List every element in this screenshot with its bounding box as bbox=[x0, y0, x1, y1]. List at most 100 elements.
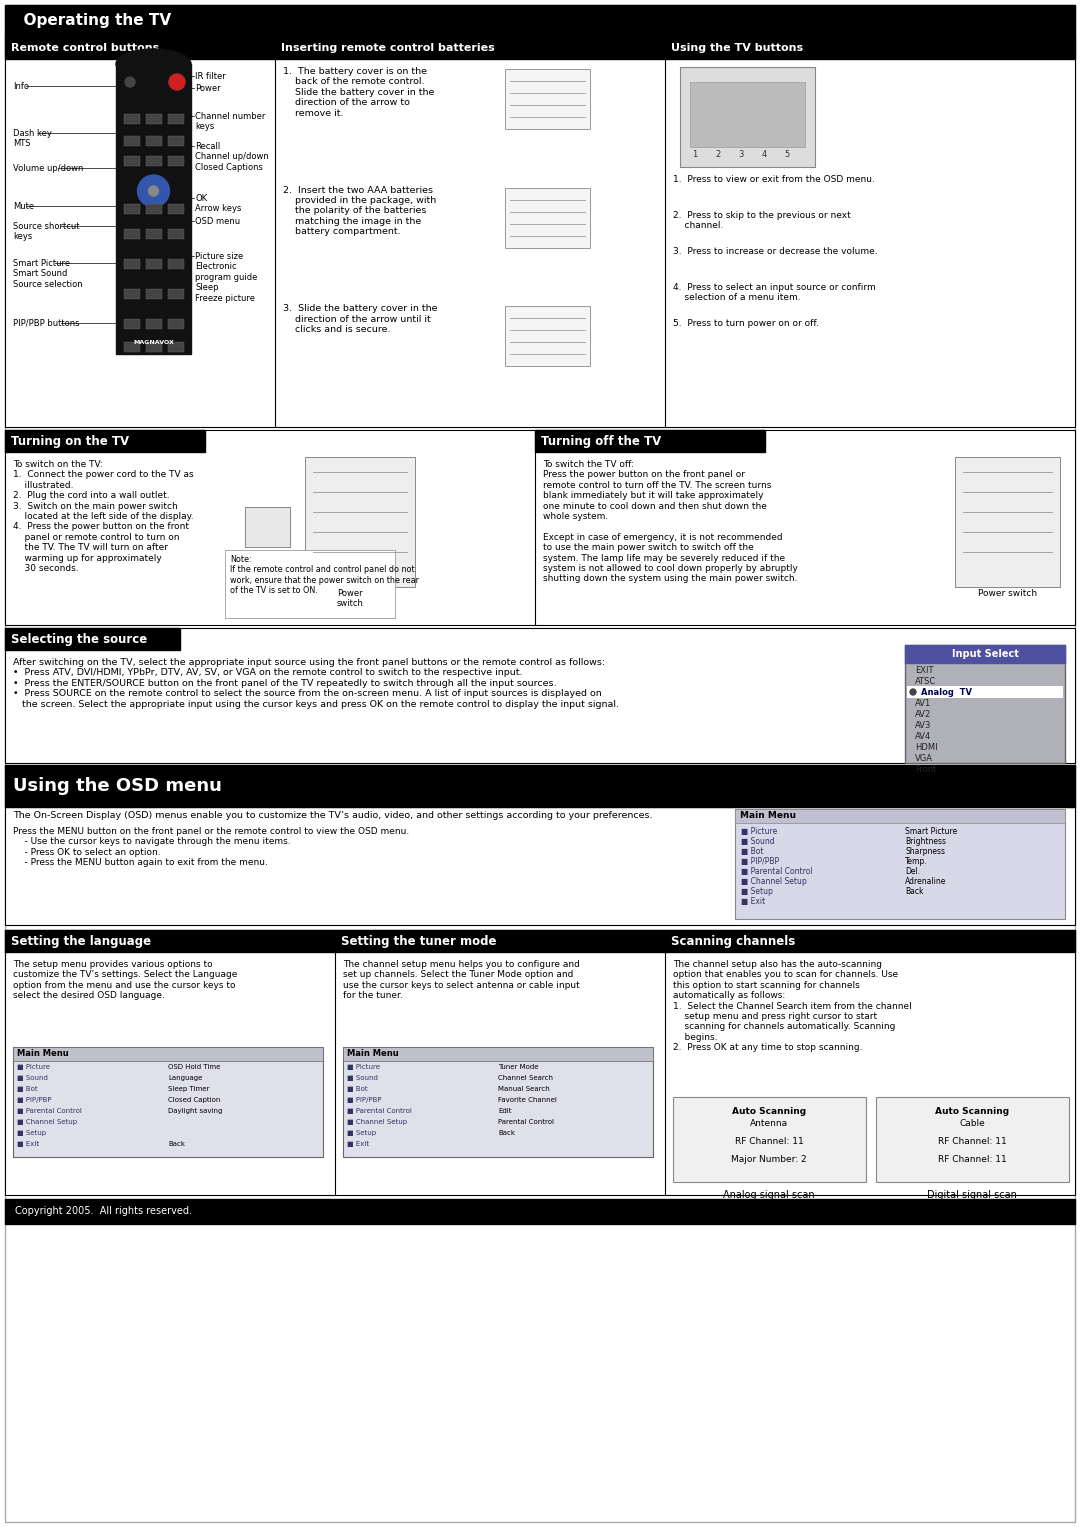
Text: 2.  Insert the two AAA batteries
    provided in the package, with
    the polar: 2. Insert the two AAA batteries provided… bbox=[283, 186, 436, 237]
Circle shape bbox=[149, 186, 159, 195]
Bar bbox=[146, 115, 162, 124]
Bar bbox=[665, 930, 1075, 951]
Text: ■ Sound: ■ Sound bbox=[347, 1075, 378, 1081]
Text: AV1: AV1 bbox=[915, 699, 931, 709]
Text: Using the TV buttons: Using the TV buttons bbox=[671, 43, 804, 53]
Bar bbox=[535, 431, 765, 452]
Text: Channel Search: Channel Search bbox=[498, 1075, 553, 1081]
Text: 3.  Press to increase or decrease the volume.: 3. Press to increase or decrease the vol… bbox=[673, 247, 878, 257]
Bar bbox=[124, 115, 140, 124]
Text: Power switch: Power switch bbox=[977, 589, 1037, 599]
Bar bbox=[5, 930, 1075, 1196]
Bar bbox=[5, 806, 1075, 925]
Text: Scanning channels: Scanning channels bbox=[671, 935, 795, 947]
Bar bbox=[5, 930, 335, 951]
Bar bbox=[245, 507, 291, 547]
Text: Volume up/down: Volume up/down bbox=[13, 163, 83, 173]
Bar bbox=[955, 457, 1059, 586]
Bar bbox=[5, 628, 1075, 764]
Bar bbox=[124, 205, 140, 214]
Bar bbox=[168, 156, 184, 166]
Text: Mute: Mute bbox=[13, 202, 35, 211]
Text: ■ Sound: ■ Sound bbox=[741, 837, 774, 846]
Text: Turning on the TV: Turning on the TV bbox=[11, 435, 130, 447]
Text: Turning off the TV: Turning off the TV bbox=[541, 435, 661, 447]
Bar bbox=[905, 644, 1065, 764]
Bar bbox=[13, 1048, 323, 1061]
Text: MAGNAVOX: MAGNAVOX bbox=[133, 339, 174, 345]
Text: OK
Arrow keys: OK Arrow keys bbox=[195, 194, 241, 214]
Text: AV4: AV4 bbox=[915, 731, 931, 741]
Bar bbox=[5, 37, 275, 60]
Text: ■ Exit: ■ Exit bbox=[17, 1141, 39, 1147]
Text: Picture size
Electronic
program guide
Sleep
Freeze picture: Picture size Electronic program guide Sl… bbox=[195, 252, 257, 302]
Bar bbox=[505, 307, 590, 366]
Text: Brightness: Brightness bbox=[905, 837, 946, 846]
Bar bbox=[124, 136, 140, 147]
Bar bbox=[665, 37, 1075, 60]
Bar bbox=[305, 457, 415, 586]
Text: 3.  Slide the battery cover in the
    direction of the arrow until it
    click: 3. Slide the battery cover in the direct… bbox=[283, 304, 437, 334]
Text: After switching on the TV, select the appropriate input source using the front p: After switching on the TV, select the ap… bbox=[13, 658, 619, 709]
Text: ■ PIP/PBP: ■ PIP/PBP bbox=[17, 1096, 52, 1102]
Text: AV2: AV2 bbox=[915, 710, 931, 719]
Bar bbox=[225, 550, 395, 618]
Text: OSD Hold Time: OSD Hold Time bbox=[168, 1064, 220, 1070]
Bar bbox=[680, 67, 815, 166]
Text: Inserting remote control batteries: Inserting remote control batteries bbox=[281, 43, 495, 53]
Bar bbox=[168, 136, 184, 147]
Text: ■ Bot: ■ Bot bbox=[17, 1086, 38, 1092]
Bar bbox=[335, 930, 665, 951]
Ellipse shape bbox=[116, 49, 191, 79]
Text: Daylight saving: Daylight saving bbox=[168, 1109, 222, 1115]
Bar bbox=[124, 229, 140, 240]
Text: Back: Back bbox=[168, 1141, 185, 1147]
Text: Source shortcut
keys: Source shortcut keys bbox=[13, 221, 80, 241]
Bar bbox=[343, 1048, 653, 1157]
Bar bbox=[116, 64, 191, 354]
Text: Using the OSD menu: Using the OSD menu bbox=[13, 777, 221, 796]
Bar bbox=[5, 37, 1075, 428]
Bar bbox=[146, 229, 162, 240]
Text: 1: 1 bbox=[692, 150, 698, 159]
Text: Back: Back bbox=[498, 1130, 515, 1136]
Text: ■ Setup: ■ Setup bbox=[741, 887, 773, 896]
Text: Edit: Edit bbox=[498, 1109, 512, 1115]
Text: Analog  TV: Analog TV bbox=[921, 689, 972, 696]
Text: The channel setup also has the auto-scanning
option that enables you to scan for: The channel setup also has the auto-scan… bbox=[673, 960, 912, 1052]
Text: The channel setup menu helps you to configure and
set up channels. Select the Tu: The channel setup menu helps you to conf… bbox=[343, 960, 580, 1000]
Text: Sharpness: Sharpness bbox=[905, 847, 945, 857]
Text: Power: Power bbox=[195, 84, 220, 93]
Text: Press the MENU button on the front panel or the remote control to view the OSD m: Press the MENU button on the front panel… bbox=[13, 828, 409, 867]
Bar bbox=[124, 319, 140, 328]
Bar bbox=[168, 115, 184, 124]
Bar bbox=[124, 289, 140, 299]
Text: ■ Picture: ■ Picture bbox=[741, 828, 778, 835]
Bar bbox=[168, 319, 184, 328]
Text: Info: Info bbox=[13, 82, 29, 92]
Text: Note:
If the remote control and control panel do not
work, ensure that the power: Note: If the remote control and control … bbox=[230, 554, 419, 596]
Text: Back: Back bbox=[905, 887, 923, 896]
Text: HDMI: HDMI bbox=[915, 744, 937, 751]
Text: Channel number
keys: Channel number keys bbox=[195, 111, 266, 131]
Bar bbox=[124, 156, 140, 166]
Text: ■ Bot: ■ Bot bbox=[741, 847, 764, 857]
Text: ■ Exit: ■ Exit bbox=[347, 1141, 369, 1147]
Text: ■ Sound: ■ Sound bbox=[17, 1075, 48, 1081]
Text: Copyright 2005.  All rights reserved.: Copyright 2005. All rights reserved. bbox=[15, 1206, 192, 1217]
Bar bbox=[5, 765, 1075, 806]
Circle shape bbox=[125, 76, 135, 87]
Bar bbox=[146, 289, 162, 299]
Text: ■ Exit: ■ Exit bbox=[741, 896, 766, 906]
Text: Tuner Mode: Tuner Mode bbox=[498, 1064, 539, 1070]
Bar bbox=[168, 229, 184, 240]
Text: Closed Caption: Closed Caption bbox=[168, 1096, 220, 1102]
Bar bbox=[505, 188, 590, 247]
Text: ■ Channel Setup: ■ Channel Setup bbox=[17, 1119, 77, 1125]
Bar bbox=[505, 69, 590, 128]
Text: The setup menu provides various options to
customize the TV’s settings. Select t: The setup menu provides various options … bbox=[13, 960, 238, 1000]
Text: 1.  Press to view or exit from the OSD menu.: 1. Press to view or exit from the OSD me… bbox=[673, 176, 875, 183]
Bar bbox=[146, 156, 162, 166]
Text: Favorite Channel: Favorite Channel bbox=[498, 1096, 557, 1102]
Text: Auto Scanning: Auto Scanning bbox=[732, 1107, 806, 1116]
